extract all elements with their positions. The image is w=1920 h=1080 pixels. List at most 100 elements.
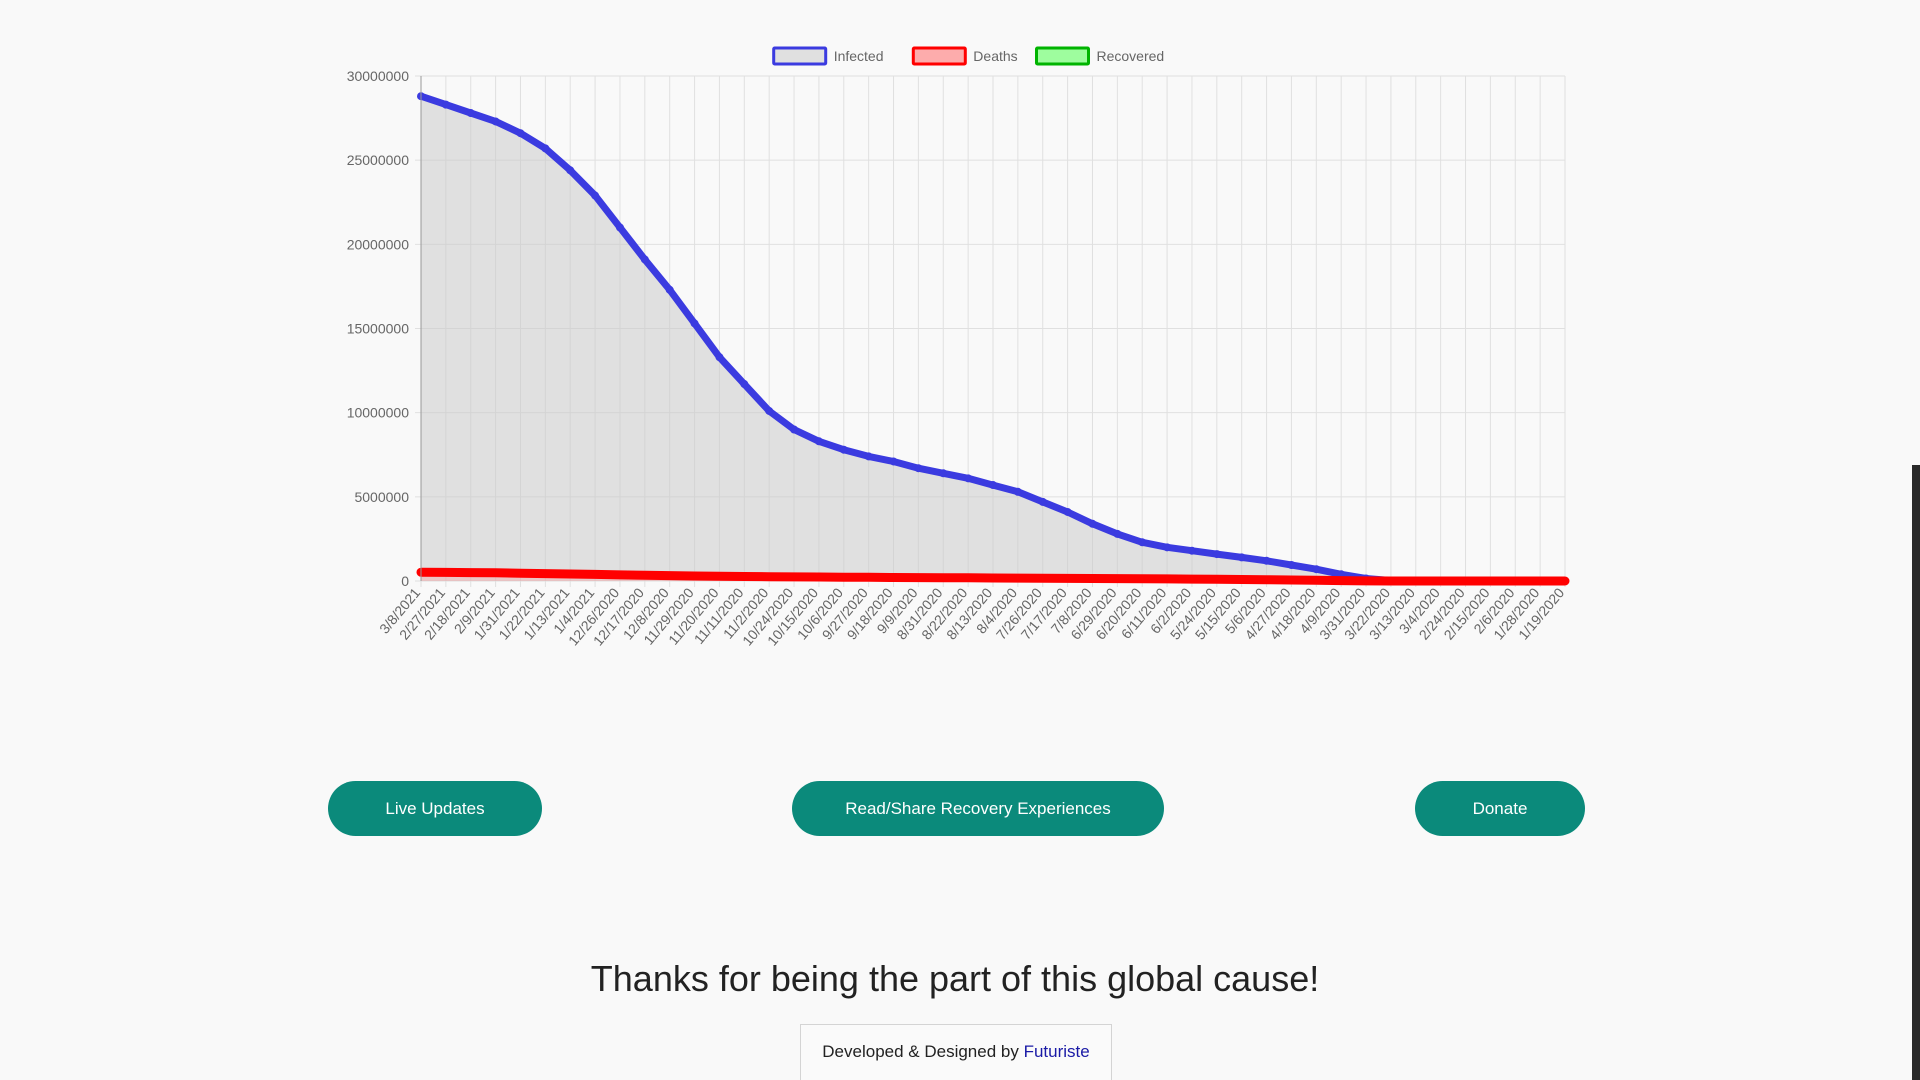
data-point-deaths — [441, 568, 450, 577]
data-point-deaths — [839, 573, 848, 582]
read-share-experiences-button[interactable]: Read/Share Recovery Experiences — [792, 781, 1164, 836]
donate-button[interactable]: Donate — [1415, 781, 1585, 836]
data-point-deaths — [1088, 574, 1097, 583]
data-point-infected — [1212, 550, 1221, 559]
data-point-infected — [1312, 565, 1321, 574]
data-point-deaths — [1262, 575, 1271, 584]
data-point-deaths — [640, 571, 649, 580]
data-point-infected — [1163, 543, 1172, 552]
data-point-deaths — [1511, 576, 1520, 585]
data-point-deaths — [1138, 574, 1147, 583]
data-point-infected — [466, 109, 475, 118]
data-point-infected — [1088, 519, 1097, 528]
legend-label-infected: Infected — [834, 48, 884, 64]
data-point-deaths — [1287, 576, 1296, 585]
data-point-infected — [839, 445, 848, 454]
data-point-infected — [715, 353, 724, 362]
y-tick-label: 20000000 — [347, 236, 410, 252]
data-point-infected — [615, 223, 624, 232]
data-point-infected — [914, 464, 923, 473]
data-point-deaths — [989, 573, 997, 582]
data-point-infected — [1287, 561, 1296, 570]
data-point-infected — [516, 129, 525, 138]
data-point-deaths — [814, 573, 823, 582]
data-point-deaths — [1013, 574, 1022, 583]
data-point-infected — [1187, 546, 1196, 555]
chart-legend: Infected Deaths Recovered — [772, 46, 1165, 66]
legend-label-recovered: Recovered — [1097, 48, 1165, 64]
data-point-deaths — [1436, 576, 1445, 585]
covid-line-chart: 0 5000000 10000000 15000000 20000000 25000000… — [347, 46, 1570, 649]
data-point-infected — [491, 117, 500, 126]
data-point-deaths — [1386, 576, 1395, 585]
data-point-infected — [665, 285, 674, 294]
data-point-deaths — [1561, 577, 1569, 585]
data-point-deaths — [740, 572, 749, 581]
y-tick-label: 25000000 — [347, 152, 410, 168]
legend-swatch-recovered — [1035, 46, 1090, 66]
data-point-deaths — [715, 572, 724, 581]
data-point-infected — [1063, 507, 1072, 516]
data-point-infected — [765, 406, 774, 415]
page-scrollbar[interactable] — [1912, 465, 1920, 1080]
data-point-deaths — [864, 573, 873, 582]
data-point-infected — [814, 437, 823, 446]
series-area-infected — [421, 96, 1565, 581]
chart-lines — [416, 92, 1570, 586]
data-point-infected — [864, 452, 873, 461]
footer-developed-text: Developed & Designed by — [822, 1042, 1024, 1061]
y-tick-label: 30000000 — [347, 68, 410, 84]
data-point-deaths — [1187, 575, 1196, 584]
data-point-deaths — [1113, 574, 1122, 583]
data-point-deaths — [914, 573, 923, 582]
data-point-deaths — [541, 569, 550, 578]
data-point-deaths — [1411, 576, 1420, 585]
y-tick-label: 0 — [401, 573, 409, 589]
data-point-infected — [1113, 529, 1122, 538]
data-point-deaths — [1038, 574, 1047, 583]
data-point-deaths — [466, 568, 475, 577]
data-point-deaths — [491, 568, 500, 577]
data-point-deaths — [1362, 576, 1371, 585]
legend-swatch-infected — [772, 46, 828, 66]
data-point-deaths — [939, 573, 948, 582]
data-point-infected — [939, 469, 948, 478]
data-point-deaths — [889, 573, 898, 582]
y-tick-label: 15000000 — [347, 321, 410, 337]
data-point-infected — [690, 319, 699, 328]
data-point-deaths — [790, 572, 799, 581]
data-point-infected — [1038, 497, 1047, 506]
data-point-deaths — [1461, 576, 1470, 585]
data-point-deaths — [1212, 575, 1221, 584]
data-point-infected — [591, 191, 600, 200]
data-point-infected — [441, 100, 450, 109]
live-updates-button[interactable]: Live Updates — [328, 781, 542, 836]
data-point-infected — [1262, 556, 1271, 565]
data-point-infected — [1013, 487, 1022, 496]
data-point-infected — [541, 144, 550, 153]
data-point-deaths — [665, 571, 674, 580]
data-point-deaths — [1237, 575, 1246, 584]
data-point-infected — [964, 474, 973, 483]
data-point-deaths — [1312, 576, 1321, 585]
data-point-deaths — [1536, 576, 1545, 585]
data-point-deaths — [615, 570, 624, 579]
legend-label-deaths: Deaths — [973, 48, 1017, 64]
y-tick-label: 5000000 — [354, 489, 409, 505]
data-point-deaths — [516, 569, 525, 578]
data-point-deaths — [566, 570, 575, 579]
futuriste-link[interactable]: Futuriste — [1023, 1042, 1090, 1061]
data-point-infected — [566, 166, 575, 175]
data-point-infected — [1138, 538, 1147, 547]
data-point-deaths — [1337, 576, 1346, 585]
y-tick-label: 10000000 — [347, 405, 410, 421]
data-point-deaths — [1163, 574, 1172, 583]
data-point-deaths — [964, 573, 973, 582]
thanks-heading: Thanks for being the part of this global… — [590, 958, 1320, 999]
data-point-infected — [640, 255, 649, 264]
data-point-infected — [1237, 553, 1246, 562]
data-point-infected — [989, 481, 997, 490]
data-point-deaths — [1486, 576, 1495, 585]
legend-swatch-deaths — [911, 46, 967, 66]
data-point-infected — [740, 380, 749, 389]
